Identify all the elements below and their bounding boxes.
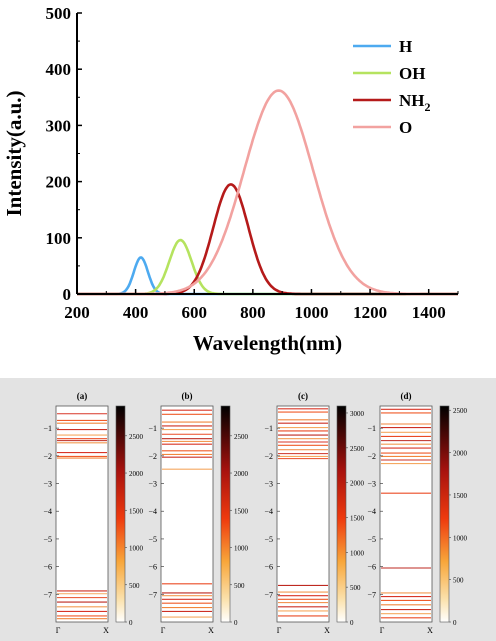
band-structure-figure: (a)−1−2−3−4−5−6−7Γ X05001000150020002500(… (0, 378, 496, 641)
y-tick-label: 300 (46, 116, 72, 135)
y-tick-label: −4 (148, 507, 157, 516)
x-tick-label: X (103, 626, 109, 635)
colorbar-tick-label: 2500 (350, 445, 365, 453)
x-tick-label: 200 (64, 303, 90, 322)
intensity-chart: 200 400 600 800 1000 1200 1400 0 100 200 300 400 500… (2, 4, 459, 355)
y-tick-label: 100 (46, 229, 72, 248)
y-tick-label: −4 (264, 507, 273, 516)
panel-plot-area (55, 405, 109, 623)
colorbar-tick-label: 500 (453, 577, 464, 585)
colorbar-tick-label: 0 (350, 619, 354, 627)
panel-label: (b) (182, 391, 193, 401)
colorbar-tick-label: 2000 (234, 470, 249, 478)
legend-label-nh2: NH2 (399, 91, 431, 114)
colorbar-tick-label: 1000 (350, 549, 365, 557)
panel-2: (b) −1 −2 −3 −4 −5 −6 −7 Γ X 0 500 1000 1500 2000 2500 (148, 391, 248, 635)
panel-plot-area (160, 405, 214, 623)
colorbar-tick-label: 2500 (234, 433, 249, 441)
y-tick-label: −6 (264, 563, 273, 572)
panel-4: (d) −1 −2 −3 −4 −5 −6 −7 Γ X 0 500 1000 1500 2000 2500 (367, 391, 467, 635)
x-tick-label: Γ (56, 626, 61, 635)
y-tick-label: −7 (43, 590, 52, 599)
y-tick-label: −7 (264, 590, 273, 599)
y-tick-label: −2 (43, 452, 52, 461)
y-tick-label: −6 (43, 563, 52, 572)
panel-label: (c) (298, 391, 308, 401)
colorbar-tick-label: 500 (129, 582, 140, 590)
y-tick-label: −3 (43, 480, 52, 489)
y-tick-label: −1 (367, 424, 376, 433)
series-line-nh2 (77, 183, 458, 296)
x-tick-label: Γ (161, 626, 166, 635)
y-tick-label: 0 (63, 285, 72, 304)
colorbar-tick-label: 1000 (234, 545, 249, 553)
x-tick-label: Γ (277, 626, 282, 635)
y-tick-label: 200 (46, 173, 72, 192)
panel-plot-area (379, 405, 433, 623)
panel-1: (a) −1 −2 −3 −4 −5 −6 −7 Γ X 0 500 1000 1500 2000 2500 (43, 391, 143, 635)
x-tick-label: 600 (181, 303, 207, 322)
legend-label-oh: OH (399, 64, 425, 83)
y-tick-label: 500 (46, 4, 72, 23)
colorbar-tick-label: 1000 (129, 545, 144, 553)
y-tick-label: −1 (43, 424, 52, 433)
y-tick-label: −2 (367, 452, 376, 461)
y-tick-label: −1 (148, 424, 157, 433)
x-tick-label: 1200 (353, 303, 387, 322)
colorbar-tick-label: 0 (129, 619, 133, 627)
y-tick-label: 400 (46, 60, 72, 79)
x-tick-label: 1400 (412, 303, 446, 322)
x-tick-label: 400 (123, 303, 149, 322)
y-tick-label: −5 (264, 535, 273, 544)
y-tick-label: −4 (43, 507, 52, 516)
colorbar-tick-label: 1000 (453, 534, 468, 542)
x-tick-label: X (427, 626, 433, 635)
x-tick-label: Γ (380, 626, 385, 635)
y-tick-label: −2 (148, 452, 157, 461)
y-tick-label: −5 (367, 535, 376, 544)
y-tick-label: −7 (367, 590, 376, 599)
y-tick-label: −3 (148, 480, 157, 489)
colorbar-tick-label: 1500 (129, 507, 144, 515)
x-tick-label: X (324, 626, 330, 635)
colorbar-tick-label: 2000 (129, 470, 144, 478)
colorbar-tick-label: 1500 (453, 492, 468, 500)
panel-label: (d) (401, 391, 412, 401)
series-line-h (77, 256, 458, 296)
y-tick-label: −3 (264, 480, 273, 489)
colorbar (220, 405, 231, 623)
x-tick-label: X (208, 626, 214, 635)
colorbar-tick-label: 1500 (350, 514, 365, 522)
colorbar (336, 405, 347, 623)
x-axis-label: Wavelength(nm) (193, 331, 342, 355)
colorbar-tick-label: 2000 (453, 450, 468, 458)
y-tick-label: −1 (264, 424, 273, 433)
panel-3: (c) −1 −2 −3 −4 −5 −6 −7 Γ X 0 500 1000 1500 2000 2500 3… (264, 391, 364, 635)
y-tick-label: −2 (264, 452, 273, 461)
legend-label-o: O (399, 118, 412, 137)
colorbar (115, 405, 126, 623)
colorbar-tick-label: 2000 (350, 480, 365, 488)
y-tick-label: −6 (367, 563, 376, 572)
y-tick-label: −5 (43, 535, 52, 544)
colorbar (439, 405, 450, 623)
x-tick-label: 800 (240, 303, 266, 322)
colorbar-tick-label: 500 (234, 582, 245, 590)
legend-label-h: H (399, 37, 412, 56)
y-tick-label: −5 (148, 535, 157, 544)
colorbar-tick-label: 2500 (453, 407, 468, 415)
panel-label: (a) (77, 391, 88, 401)
y-tick-label: −3 (367, 480, 376, 489)
y-tick-label: −7 (148, 590, 157, 599)
colorbar-tick-label: 0 (453, 619, 457, 627)
colorbar-tick-label: 1500 (234, 507, 249, 515)
colorbar-tick-label: 2500 (129, 433, 144, 441)
colorbar-tick-label: 3000 (350, 410, 365, 418)
y-tick-label: −6 (148, 563, 157, 572)
y-axis-label: Intensity(a.u.) (2, 90, 26, 216)
colorbar-tick-label: 500 (350, 584, 361, 592)
y-tick-label: −4 (367, 507, 376, 516)
colorbar-tick-label: 0 (234, 619, 238, 627)
x-tick-label: 1000 (294, 303, 328, 322)
